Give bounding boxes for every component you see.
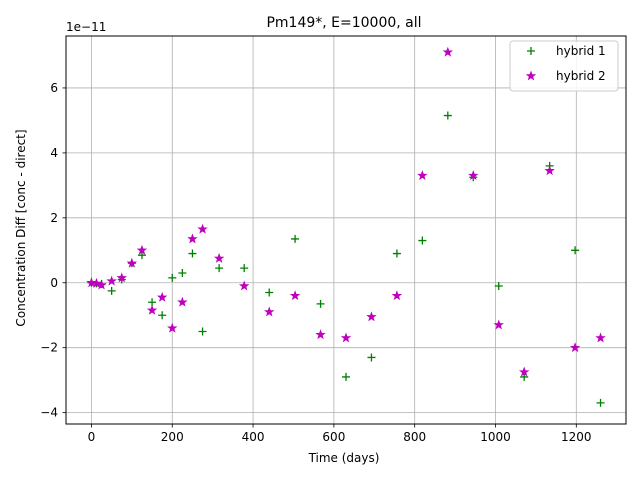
data-point	[156, 291, 168, 302]
data-point	[91, 277, 102, 288]
axis-ticks: 0 200 400 600 800 1000 1200 −4 −2 0 2 4 6	[40, 81, 591, 444]
data-point	[107, 286, 116, 295]
data-point	[315, 329, 326, 340]
data-point	[544, 165, 555, 176]
data-point	[215, 264, 224, 273]
data-point	[595, 332, 606, 343]
data-point	[493, 319, 504, 330]
y-axis-label: Concentration Diff [conc - direct]	[14, 129, 28, 326]
data-point	[116, 272, 127, 283]
data-point	[265, 288, 274, 297]
data-point	[187, 233, 198, 244]
data-point	[146, 304, 158, 315]
series-1	[87, 111, 605, 407]
plot-frame	[65, 35, 627, 425]
x-tick-label: 400	[242, 430, 265, 444]
data-point	[167, 322, 178, 333]
data-point	[240, 264, 249, 273]
legend-label-hybrid-2: hybrid 2	[556, 69, 606, 83]
legend: hybrid 1 hybrid 2	[509, 40, 619, 92]
data-point	[291, 234, 300, 243]
x-tick-label: 1000	[480, 430, 511, 444]
data-point	[442, 46, 454, 57]
x-tick-label: 1200	[561, 430, 592, 444]
data-point	[188, 249, 197, 258]
data-point	[418, 236, 427, 245]
data-point	[316, 299, 325, 308]
data-point	[96, 279, 107, 290]
data-point	[86, 277, 97, 288]
data-point	[342, 372, 350, 381]
legend-marker	[525, 70, 537, 81]
data-point	[106, 275, 117, 286]
data-point	[168, 273, 177, 282]
data-point	[264, 306, 275, 317]
grid-lines	[66, 36, 626, 424]
x-tick-label: 600	[322, 430, 345, 444]
y-tick-label: 0	[50, 276, 58, 290]
x-tick-label: 0	[88, 430, 96, 444]
data-point	[198, 327, 207, 336]
data-point	[340, 332, 352, 343]
data-point	[494, 282, 503, 291]
data-point	[518, 366, 530, 377]
data-points	[86, 46, 606, 407]
data-point	[177, 296, 188, 307]
legend-box	[509, 40, 619, 92]
data-point	[392, 249, 401, 258]
x-tick-label: 200	[161, 430, 184, 444]
data-point	[289, 290, 301, 301]
data-point	[468, 170, 479, 181]
legend-marker-hybrid-1	[527, 47, 535, 55]
data-point	[197, 223, 208, 234]
data-point	[178, 269, 187, 278]
chart-title: Pm149*, E=10000, all	[266, 15, 421, 31]
y-tick-label: 4	[50, 146, 58, 160]
y-tick-label: −4	[40, 406, 58, 420]
data-point	[213, 252, 225, 263]
series-2	[86, 46, 606, 377]
x-tick-label: 800	[403, 430, 426, 444]
data-point	[443, 111, 452, 120]
data-point	[596, 398, 605, 407]
legend-label-hybrid-1: hybrid 1	[556, 44, 606, 58]
y-tick-label: 2	[50, 211, 58, 225]
data-point	[158, 311, 167, 320]
data-point	[367, 353, 376, 362]
y-axis-offset-label: 1e−11	[66, 20, 106, 34]
x-axis-label: Time (days)	[308, 451, 380, 465]
legend-marker-hybrid-2	[525, 70, 537, 81]
data-point	[366, 311, 377, 322]
y-tick-label: −2	[40, 341, 58, 355]
data-point	[417, 170, 428, 181]
y-tick-label: 6	[50, 81, 58, 95]
data-point	[569, 342, 581, 353]
data-point	[391, 290, 403, 301]
data-point	[126, 257, 138, 268]
data-point	[136, 244, 148, 255]
legend-marker	[527, 47, 535, 55]
data-point	[238, 280, 250, 291]
data-point	[571, 246, 580, 255]
